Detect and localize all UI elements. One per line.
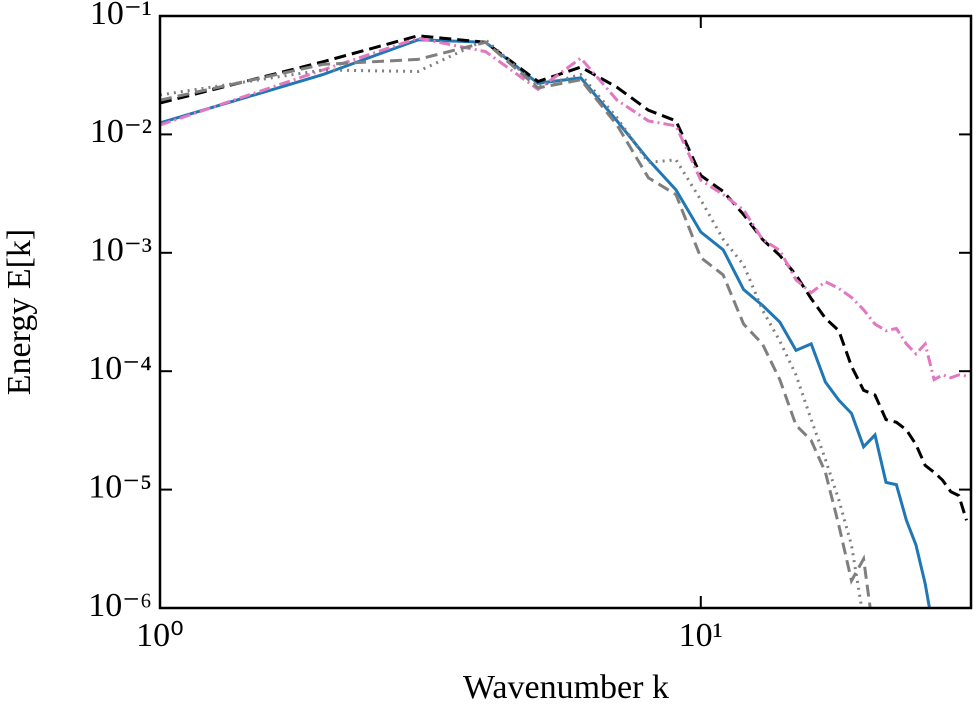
- series-line: [160, 34, 968, 521]
- series-line: [160, 38, 864, 608]
- y-axis-label: Energy E[k]: [1, 229, 38, 395]
- series-line: [160, 38, 931, 608]
- y-tick-label: 10⁻²: [90, 113, 152, 150]
- x-tick-label: 10¹: [679, 617, 723, 654]
- plot-frame: [158, 14, 973, 610]
- series-line: [160, 36, 967, 382]
- y-tick-label: 10⁻¹: [90, 0, 152, 32]
- y-tick-label: 10⁻⁵: [88, 468, 152, 505]
- x-axis-label: Wavenumber k: [463, 669, 669, 706]
- y-tick-label: 10⁻⁴: [88, 350, 152, 387]
- y-tick-label: 10⁻³: [90, 232, 152, 269]
- series-line: [160, 40, 872, 608]
- y-tick-label: 10⁻⁶: [88, 587, 152, 624]
- x-tick-label: 10⁰: [136, 617, 184, 654]
